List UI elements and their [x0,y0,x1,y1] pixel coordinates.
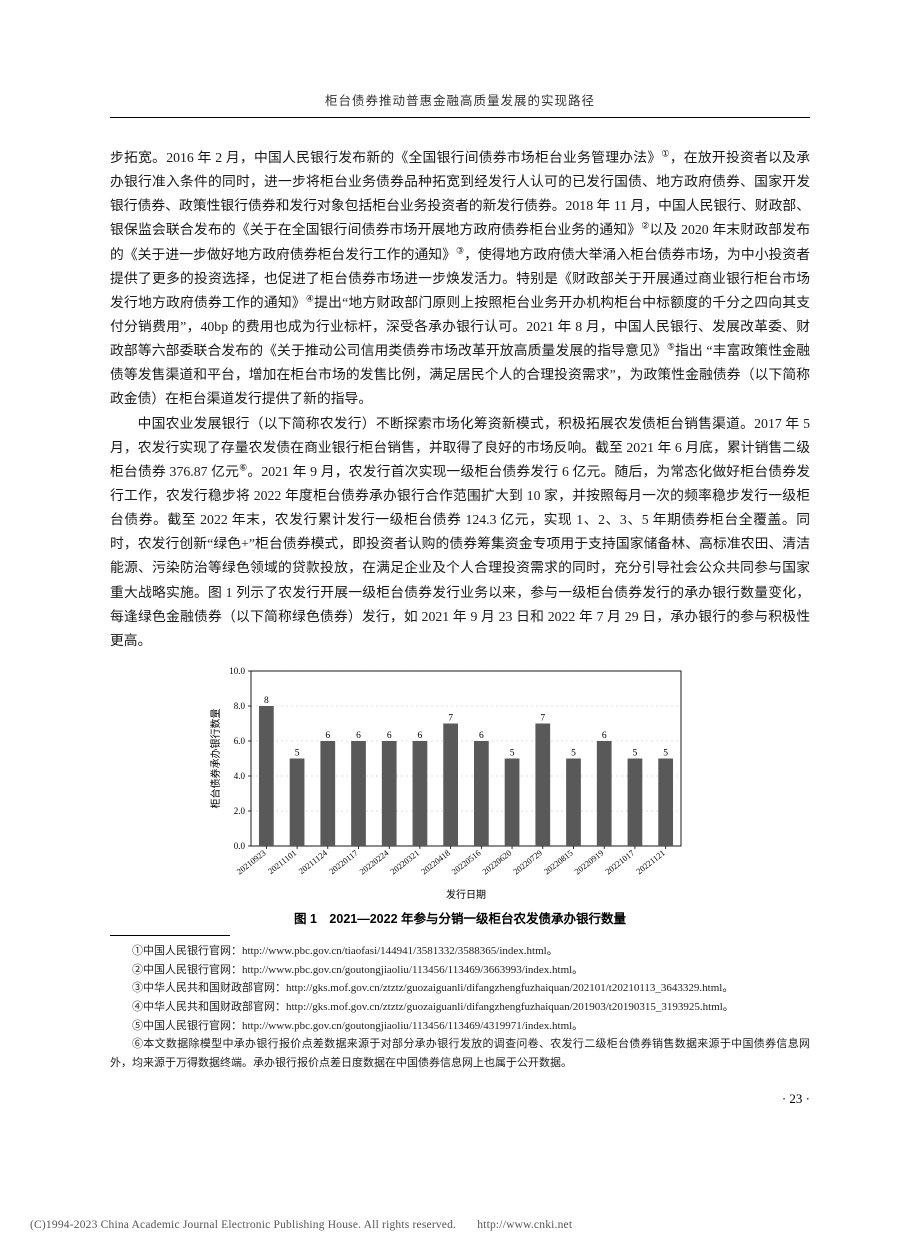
svg-text:5: 5 [663,748,668,758]
copyright-gutter: (C)1994-2023 China Academic Journal Elec… [30,1219,572,1231]
svg-text:2.0: 2.0 [234,806,246,816]
svg-text:5: 5 [510,748,515,758]
footnote-marker-5: ⑤ [667,342,675,352]
svg-text:8: 8 [264,696,269,706]
svg-text:6: 6 [418,731,423,741]
footnote-item: ③中华人民共和国财政部官网：http://gks.mof.gov.cn/ztzt… [110,979,810,998]
svg-text:6: 6 [479,731,484,741]
svg-text:7: 7 [540,713,545,723]
svg-text:8.0: 8.0 [234,701,246,711]
paragraph-2: 中国农业发展银行（以下简称农发行）不断探索市场化筹资新模式，积极拓展农发债柜台销… [110,412,810,653]
svg-text:6: 6 [602,731,607,741]
copyright-url: http://www.cnki.net [477,1219,572,1231]
copyright-text: (C)1994-2023 China Academic Journal Elec… [30,1219,456,1231]
para2-seg-b: 。2021 年 9 月，农发行首次实现一级柜台债券发行 6 亿元。随后，为常态化… [110,464,810,648]
svg-text:6: 6 [325,731,330,741]
footnote-item: ⑥本文数据除模型中承办银行报价点差数据来源于对部分承办银行发放的调查问卷、农发行… [110,1035,810,1072]
footnote-rule [110,935,230,936]
footnote-marker-3: ③ [456,245,464,255]
svg-text:发行日期: 发行日期 [446,888,486,901]
svg-text:0.0: 0.0 [234,841,246,851]
footnote-marker-4: ④ [306,293,314,303]
svg-text:柜台债券承办银行数量: 柜台债券承办银行数量 [209,708,222,808]
footnote-item: ①中国人民银行官网：http://www.pbc.gov.cn/tiaofasi… [110,942,810,961]
figure-caption: 图 1 2021—2022 年参与分销一级柜台农发债承办银行数量 [110,908,810,927]
bar-chart-svg: 0.02.04.06.08.010.0820210923520211101620… [205,663,691,904]
para1-seg-a: 步拓宽。2016 年 2 月，中国人民银行发布新的《全国银行间债券市场柜台业务管… [110,150,661,165]
footnote-item: ④中华人民共和国财政部官网：http://gks.mof.gov.cn/ztzt… [110,998,810,1017]
footnotes-block: ①中国人民银行官网：http://www.pbc.gov.cn/tiaofasi… [110,942,810,1073]
svg-text:6: 6 [356,731,361,741]
svg-text:10.0: 10.0 [229,666,245,676]
footnote-item: ②中国人民银行官网：http://www.pbc.gov.cn/goutongj… [110,961,810,980]
svg-text:6: 6 [387,731,392,741]
svg-text:5: 5 [295,748,300,758]
footnote-marker-2: ② [641,221,649,231]
svg-text:7: 7 [448,713,453,723]
body-text: 步拓宽。2016 年 2 月，中国人民银行发布新的《全国银行间债券市场柜台业务管… [110,146,810,653]
svg-text:4.0: 4.0 [234,771,246,781]
page-container: 柜台债券推动普惠金融高质量发展的实现路径 步拓宽。2016 年 2 月，中国人民… [0,0,920,1249]
running-header: 柜台债券推动普惠金融高质量发展的实现路径 [110,90,810,118]
footnote-marker-1: ① [661,148,669,158]
svg-text:6.0: 6.0 [234,736,246,746]
svg-text:5: 5 [633,748,638,758]
page-number: · 23 · [110,1091,810,1107]
svg-text:5: 5 [571,748,576,758]
paragraph-1: 步拓宽。2016 年 2 月，中国人民银行发布新的《全国银行间债券市场柜台业务管… [110,146,810,412]
bar-chart: 0.02.04.06.08.010.0820210923520211101620… [205,663,715,904]
footnote-item: ⑤中国人民银行官网：http://www.pbc.gov.cn/goutongj… [110,1017,810,1036]
